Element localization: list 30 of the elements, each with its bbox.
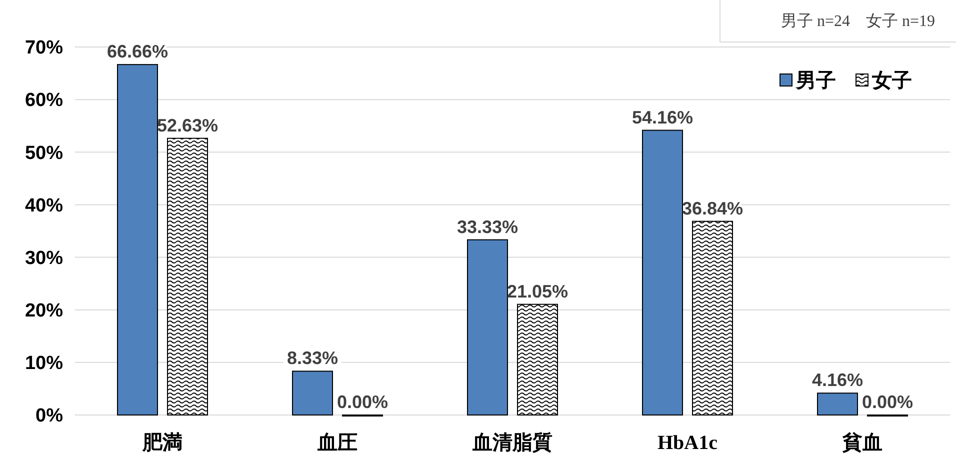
x-tick-label: HbA1c: [658, 432, 718, 454]
data-label: 4.16%: [812, 370, 864, 390]
text: 男子 n=24 女子 n=19: [780, 13, 935, 30]
y-tick-label: 0%: [36, 406, 64, 427]
data-label: 0.00%: [336, 392, 388, 412]
x-tick-label: 血清脂質: [472, 431, 552, 454]
data-label: 8.33%: [286, 348, 338, 368]
legend-label: 女子: [871, 70, 912, 92]
y-tick-label: 20%: [24, 300, 64, 322]
data-label: 66.66%: [106, 42, 168, 62]
bar: [292, 370, 333, 416]
x-tick-label: 貧血: [842, 431, 882, 454]
bar: [467, 239, 508, 416]
data-label: 33.33%: [456, 216, 518, 237]
bar: [517, 304, 558, 416]
bar: [692, 220, 733, 416]
y-tick-label: 10%: [24, 353, 64, 374]
y-tick-label: 40%: [24, 195, 64, 216]
legend-label: 男子: [795, 70, 836, 92]
data-label: 54.16%: [632, 107, 694, 128]
y-tick-label: 70%: [24, 38, 64, 59]
bar: [167, 138, 208, 416]
data-label: 0.00%: [862, 392, 914, 412]
x-tick-label: 血圧: [316, 432, 358, 454]
bar: [117, 64, 158, 416]
y-tick-label: 60%: [24, 90, 64, 112]
x-tick-label: 肥満: [142, 432, 182, 454]
bar: [642, 130, 683, 416]
y-tick-label: 50%: [24, 142, 64, 164]
y-tick-label: 30%: [24, 248, 64, 269]
